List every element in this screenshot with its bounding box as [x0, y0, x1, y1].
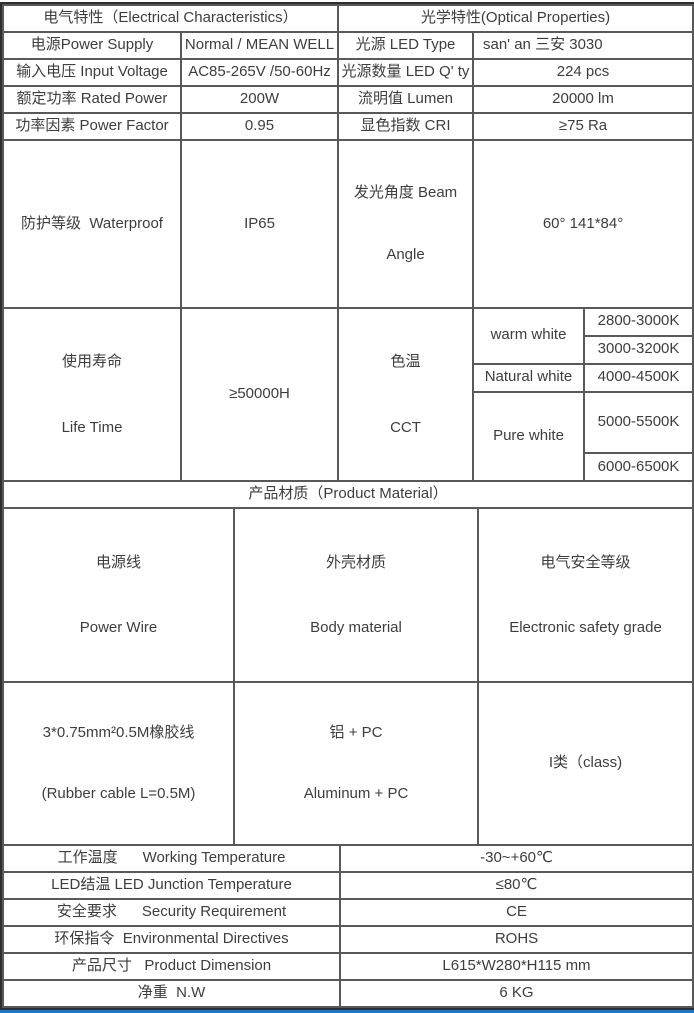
power-supply-label: 电源Power Supply	[2, 31, 182, 60]
junction-temperature-label: LED结温 LED Junction Temperature	[2, 871, 341, 900]
input-voltage-value: AC85-265V /50-60Hz	[180, 58, 339, 87]
safety-grade-label-en: Electronic safety grade	[509, 619, 662, 636]
net-weight-label: 净重 N.W	[2, 979, 341, 1008]
electrical-optical-table: 电气特性（Electrical Characteristics） 光学特性(Op…	[2, 4, 694, 482]
material-section-header: 产品材质（Product Material）	[2, 480, 694, 509]
beam-angle-label-line1: 发光角度 Beam	[353, 183, 458, 201]
cct-pure-white-label: Pure white	[472, 390, 585, 482]
working-temperature-value: -30~+60℃	[339, 844, 694, 873]
environmental-directives-label: 环保指令 Environmental Directives	[2, 925, 341, 954]
cct-pure-white-range1: 5000-5500K	[582, 390, 694, 454]
net-weight-value: 6 KG	[339, 979, 694, 1008]
cct-pure-white-range2: 6000-6500K	[582, 452, 694, 482]
cct-label: 色温 CCT	[337, 306, 474, 482]
power-factor-value: 0.95	[180, 112, 339, 141]
safety-grade-value: I类（class)	[477, 680, 694, 846]
life-time-value: ≥50000H	[180, 306, 339, 482]
security-requirement-label: 安全要求 Security Requirement	[2, 898, 341, 927]
cri-label: 显色指数 CRI	[337, 112, 474, 141]
beam-angle-label-line2: Angle	[386, 246, 425, 263]
environmental-directives-value: ROHS	[339, 925, 694, 954]
security-requirement-value: CE	[339, 898, 694, 927]
optical-section-header: 光学特性(Optical Properties)	[336, 4, 694, 33]
power-supply-value: Normal / MEAN WELL	[180, 31, 339, 60]
rated-power-label: 额定功率 Rated Power	[2, 85, 182, 114]
body-material-value-line1: 铝 + PC	[329, 724, 383, 741]
power-wire-value: 3*0.75mm²0.5M橡胶线 (Rubber cable L=0.5M)	[2, 680, 235, 846]
led-type-value: san' an 三安 3030	[471, 31, 694, 60]
cct-warm-white-range1: 2800-3000K	[582, 306, 694, 337]
body-material-value: 铝 + PC Aluminum + PC	[233, 680, 479, 846]
junction-temperature-value: ≤80℃	[339, 871, 694, 900]
cct-warm-white-label: warm white	[472, 306, 585, 365]
power-wire-label-en: Power Wire	[79, 619, 158, 636]
product-dimension-value: L615*W280*H115 mm	[339, 952, 694, 981]
cct-natural-white-label: Natural white	[472, 362, 585, 393]
working-temperature-label: 工作温度 Working Temperature	[2, 844, 341, 873]
body-material-label-cn: 外壳材质	[325, 553, 386, 571]
led-qty-label: 光源数量 LED Q' ty	[337, 58, 474, 87]
power-wire-label: 电源线 Power Wire	[2, 507, 235, 683]
rated-power-value: 200W	[180, 85, 339, 114]
power-wire-label-cn: 电源线	[95, 553, 141, 571]
safety-grade-label-cn: 电气安全等级	[540, 553, 631, 571]
cct-natural-white-range1: 4000-4500K	[582, 362, 694, 393]
power-factor-label: 功率因素 Power Factor	[2, 112, 182, 141]
safety-grade-label: 电气安全等级 Electronic safety grade	[477, 507, 694, 683]
beam-angle-label: 发光角度 Beam Angle	[337, 139, 474, 309]
product-material-table: 产品材质（Product Material） 电源线 Power Wire 外壳…	[2, 480, 694, 846]
waterproof-label: 防护等级 Waterproof	[2, 139, 182, 309]
life-time-label: 使用寿命 Life Time	[2, 306, 182, 482]
general-specs-table: 工作温度 Working Temperature -30~+60℃ LED结温 …	[2, 844, 694, 1008]
lumen-label: 流明值 Lumen	[337, 85, 474, 114]
led-type-label: 光源 LED Type	[337, 31, 474, 60]
body-material-label-en: Body material	[310, 619, 402, 636]
input-voltage-label: 输入电压 Input Voltage	[2, 58, 182, 87]
cct-label-cn: 色温	[390, 353, 421, 370]
power-wire-value-line2: (Rubber cable L=0.5M)	[41, 784, 196, 802]
body-material-label: 外壳材质 Body material	[233, 507, 479, 683]
waterproof-value: IP65	[180, 139, 339, 309]
led-qty-value: 224 pcs	[471, 58, 694, 87]
electrical-section-header: 电气特性（Electrical Characteristics）	[2, 4, 339, 33]
life-time-label-en: Life Time	[61, 418, 123, 436]
product-dimension-label: 产品尺寸 Product Dimension	[2, 952, 341, 981]
cct-warm-white-range2: 3000-3200K	[582, 334, 694, 365]
body-material-value-line2: Aluminum + PC	[303, 784, 409, 802]
cri-value: ≥75 Ra	[471, 112, 694, 141]
cct-label-en: CCT	[390, 418, 421, 436]
lumen-value: 20000 lm	[471, 85, 694, 114]
beam-angle-value: 60° 141*84°	[471, 139, 694, 309]
power-wire-value-line1: 3*0.75mm²0.5M橡胶线	[42, 724, 195, 741]
life-time-label-cn: 使用寿命	[61, 353, 122, 370]
